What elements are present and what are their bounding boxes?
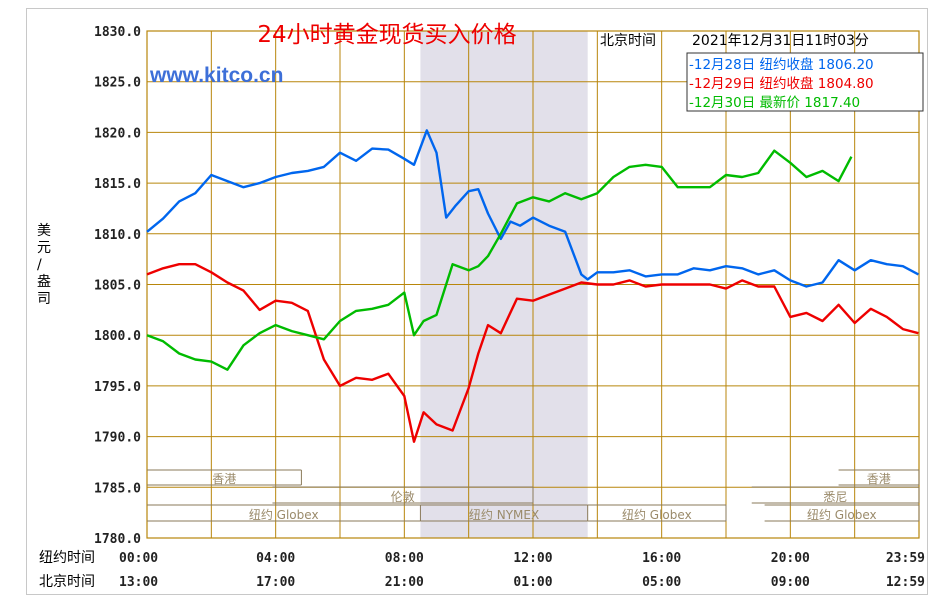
- series-line-12月28日: [146, 129, 919, 288]
- plot-border: [146, 30, 920, 539]
- ny-tick-label: 04:00: [256, 551, 295, 566]
- session-label: 纽约 Globex: [807, 507, 877, 522]
- series-line-12月29日: [146, 262, 919, 443]
- y-tick-label: 1825.0: [94, 76, 141, 91]
- session-label: 悉尼: [823, 490, 847, 504]
- y-tick-label: 1800.0: [94, 329, 141, 344]
- brand-watermark: www.kitco.cn: [149, 64, 283, 87]
- bj-tick-label: 05:00: [642, 575, 681, 590]
- session-label: 纽约 Globex: [249, 507, 319, 522]
- session-label: 香港: [212, 472, 236, 486]
- session-label: 伦敦: [391, 489, 415, 504]
- legend-item-3: -12月30日 最新价 1817.40: [689, 95, 860, 111]
- series-line-12月30日: [146, 149, 853, 371]
- legend-box: [686, 52, 924, 112]
- y-tick-label: 1795.0: [94, 380, 141, 395]
- y-tick-label: 1805.0: [94, 279, 141, 294]
- bj-tick-label: 09:00: [771, 575, 810, 590]
- bj-tick-label: 17:00: [256, 575, 295, 590]
- y-tick-label: 1785.0: [94, 481, 141, 496]
- legend-item-2: -12月29日 纽约收盘 1804.80: [689, 75, 874, 92]
- y-title-char: 美: [37, 223, 51, 239]
- svg-text:美元/盎司: 美元/盎司: [37, 223, 51, 307]
- session-label: 纽约 Globex: [622, 507, 692, 522]
- bj-tick-label: 12:59: [886, 575, 925, 590]
- bj-tick-label: 13:00: [119, 575, 158, 590]
- y-tick-label: 1820.0: [94, 126, 141, 141]
- y-tick-label: 1810.0: [94, 228, 141, 243]
- y-title-char: 元: [37, 240, 51, 256]
- y-tick-label: 1780.0: [94, 532, 141, 547]
- session-label: 纽约 NYMEX: [469, 507, 539, 522]
- y-title-char: /: [37, 257, 42, 273]
- bj-tick-label: 01:00: [513, 575, 552, 590]
- ny-tick-label: 20:00: [771, 551, 810, 566]
- ny-tick-label: 23:59: [886, 551, 925, 566]
- chart-frame: 香港 香港伦敦 悉尼纽约 Globex 纽约 NYMEX 纽约 Globex 纽约 Glo…: [26, 8, 928, 595]
- y-tick-label: 1815.0: [94, 177, 141, 192]
- y-title-char: 司: [37, 291, 51, 307]
- legend-item-1: -12月28日 纽约收盘 1806.20: [689, 56, 874, 73]
- ny-time-label: 纽约时间: [39, 550, 95, 566]
- legend: -12月28日 纽约收盘 1806.20 -12月29日 纽约收盘 1804.8…: [686, 52, 924, 112]
- y-axis-title: 美元/盎司: [37, 223, 51, 307]
- chart-title: 24小时黄金现货买入价格: [257, 22, 516, 48]
- bj-time-label: 北京时间: [39, 574, 95, 590]
- ny-tick-label: 16:00: [642, 551, 681, 566]
- time-prefix: 北京时间: [600, 33, 656, 49]
- y-title-char: 盎: [37, 274, 51, 290]
- timestamp: 2021年12月31日11时03分: [692, 33, 869, 49]
- y-tick-label: 1790.0: [94, 431, 141, 446]
- ny-tick-label: 08:00: [385, 551, 424, 566]
- bj-tick-label: 21:00: [385, 575, 424, 590]
- ny-tick-label: 00:00: [119, 551, 158, 566]
- y-tick-label: 1830.0: [94, 25, 141, 40]
- ny-tick-label: 12:00: [513, 551, 552, 566]
- session-label: 香港: [867, 472, 891, 486]
